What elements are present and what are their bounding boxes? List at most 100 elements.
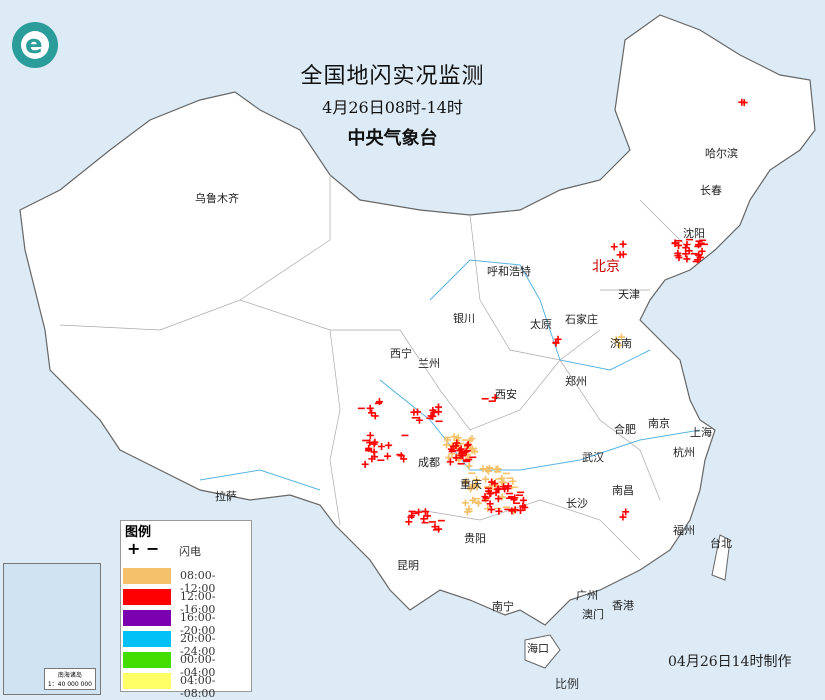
lightning-positive-mark — [740, 99, 748, 107]
lightning-positive-mark — [671, 239, 679, 247]
city-label: 重庆 — [460, 478, 482, 491]
city-label: 成都 — [418, 456, 440, 469]
lightning-positive-mark — [685, 247, 693, 255]
legend-swatch — [123, 568, 171, 584]
city-label: 天津 — [618, 288, 640, 301]
city-label: 西宁 — [390, 347, 412, 360]
lightning-positive-mark — [475, 499, 483, 507]
lightning-positive-mark — [610, 243, 618, 251]
city-label: 长春 — [700, 184, 722, 197]
lightning-positive-mark — [683, 241, 691, 249]
lightning-positive-mark — [378, 443, 386, 451]
lightning-positive-mark — [405, 518, 413, 526]
lightning-positive-mark — [469, 496, 477, 504]
lightning-positive-mark — [452, 454, 460, 462]
lightning-positive-mark — [554, 335, 562, 343]
legend-item: 00:00--04:00 — [123, 652, 249, 679]
lightning-positive-mark — [462, 448, 470, 456]
lightning-positive-mark — [616, 341, 624, 349]
made-time: 04月26日14时制作 — [668, 654, 792, 670]
lightning-positive-mark — [511, 506, 519, 514]
lightning-positive-mark — [473, 476, 481, 484]
legend-swatch — [123, 631, 171, 647]
lightning-positive-mark — [494, 495, 502, 503]
city-label: 太原 — [530, 318, 552, 331]
city-label: 香港 — [612, 599, 634, 612]
city-label: 昆明 — [397, 559, 419, 572]
inset-scale: 1：40 000 000 — [47, 681, 92, 688]
city-label: 海口 — [527, 642, 549, 655]
map-issuer: 中央气象台 — [347, 128, 438, 149]
legend-label: 16:00--20:00 — [180, 611, 216, 637]
city-label: 石家庄 — [565, 313, 598, 326]
lightning-positive-mark — [384, 452, 392, 460]
lightning-positive-mark — [487, 506, 495, 514]
lightning-positive-mark — [482, 475, 490, 483]
lightning-positive-mark — [619, 240, 627, 248]
city-label: 贵阳 — [464, 532, 486, 545]
legend-title: 图例 — [125, 525, 152, 540]
lightning-positive-mark — [481, 493, 489, 501]
inset-caption: 南海诸岛 1：40 000 000 — [43, 668, 96, 690]
lightning-positive-mark — [464, 441, 472, 449]
lightning-positive-mark — [468, 435, 476, 443]
legend-label: 12:00--16:00 — [180, 590, 216, 616]
lightning-positive-mark — [413, 408, 421, 416]
taiwan-island — [711, 534, 731, 581]
city-label: 兰州 — [418, 357, 440, 370]
scale-label: 比例 — [555, 677, 580, 691]
lightning-positive-mark — [458, 450, 466, 458]
lightning-positive-mark — [488, 478, 496, 486]
city-label: 郑州 — [565, 375, 587, 388]
legend-item: 04:00--08:00 — [123, 673, 249, 700]
legend-swatch — [123, 589, 171, 605]
south-china-sea-inset: 南海诸岛 1：40 000 000 — [3, 563, 101, 695]
lightning-positive-mark — [682, 244, 690, 252]
legend-swatch — [123, 652, 171, 668]
city-label: 福州 — [673, 524, 695, 537]
map-period: 4月26日08时-14时 — [322, 98, 463, 117]
lightning-positive-mark — [493, 485, 501, 493]
lightning-positive-mark — [421, 508, 429, 516]
lightning-positive-mark — [683, 255, 691, 263]
city-label: 广州 — [576, 589, 598, 602]
city-label: 呼和浩特 — [487, 265, 531, 278]
lightning-positive-mark — [675, 254, 683, 262]
city-label: 北京 — [592, 259, 620, 275]
lightning-positive-mark — [698, 247, 706, 255]
lightning-label: 闪电 — [179, 545, 201, 558]
lightning-positive-mark — [616, 251, 624, 259]
lightning-positive-mark — [415, 416, 423, 424]
lightning-positive-mark — [470, 482, 478, 490]
legend-swatch — [123, 673, 171, 689]
lightning-positive-mark — [696, 253, 704, 261]
city-label: 乌鲁木齐 — [195, 192, 239, 205]
lightning-positive-mark — [423, 512, 431, 520]
lightning-positive-mark — [370, 448, 378, 456]
lightning-positive-mark — [508, 507, 516, 515]
lightning-positive-mark — [492, 465, 500, 473]
lightning-positive-mark — [619, 513, 627, 521]
city-label: 沈阳 — [683, 227, 705, 240]
province-borders — [59, 175, 701, 561]
lightning-positive-mark — [617, 333, 625, 341]
lightning-positive-mark — [453, 439, 461, 447]
lightning-positive-mark — [371, 412, 379, 420]
legend-item: 16:00--20:00 — [123, 610, 249, 637]
city-label: 南昌 — [612, 484, 634, 497]
lightning-positive-mark — [366, 431, 374, 439]
lightning-symbols: + − — [127, 539, 160, 558]
city-label: 哈尔滨 — [705, 147, 738, 160]
lightning-positive-mark — [498, 478, 506, 486]
lightning-positive-mark — [415, 508, 423, 516]
lightning-positive-mark — [461, 499, 469, 507]
city-label: 拉萨 — [215, 490, 237, 503]
lightning-positive-mark — [495, 507, 503, 515]
lightning-positive-mark — [484, 505, 492, 513]
lightning-positive-mark — [446, 458, 454, 466]
hainan-island — [524, 634, 561, 669]
lightning-positive-mark — [435, 525, 443, 533]
city-label: 杭州 — [673, 446, 695, 459]
legend-swatch — [123, 610, 171, 626]
